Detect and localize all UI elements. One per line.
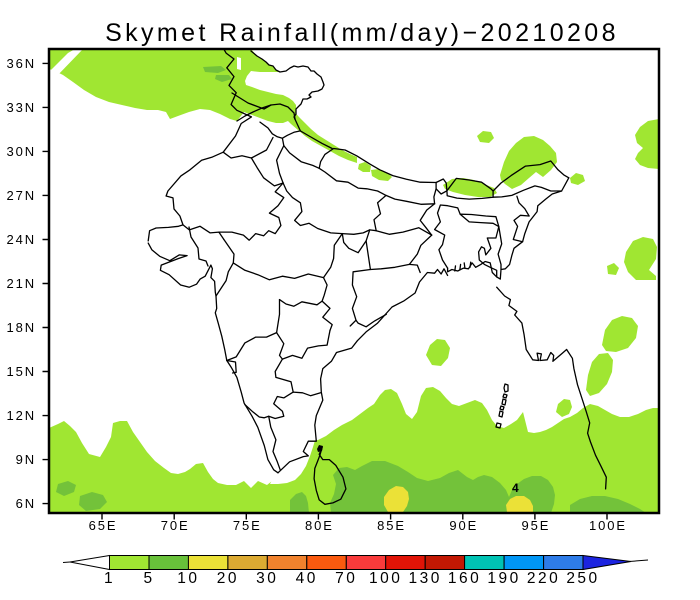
svg-text:30: 30 bbox=[256, 570, 278, 587]
svg-text:220: 220 bbox=[527, 570, 560, 587]
svg-text:65E: 65E bbox=[89, 518, 118, 533]
svg-text:27N: 27N bbox=[6, 188, 36, 203]
svg-text:190: 190 bbox=[487, 570, 520, 587]
svg-text:20: 20 bbox=[217, 570, 239, 587]
svg-text:100E: 100E bbox=[589, 518, 627, 533]
svg-text:4: 4 bbox=[512, 481, 519, 495]
svg-text:9N: 9N bbox=[16, 452, 36, 467]
svg-text:40: 40 bbox=[296, 570, 318, 587]
svg-text:15N: 15N bbox=[6, 364, 36, 379]
svg-text:21N: 21N bbox=[6, 276, 36, 291]
svg-text:95E: 95E bbox=[521, 518, 550, 533]
svg-text:80E: 80E bbox=[305, 518, 334, 533]
svg-text:75E: 75E bbox=[233, 518, 262, 533]
svg-text:70: 70 bbox=[335, 570, 357, 587]
svg-text:30N: 30N bbox=[6, 144, 36, 159]
svg-text:36N: 36N bbox=[6, 56, 36, 71]
svg-text:100: 100 bbox=[369, 570, 402, 587]
svg-text:90E: 90E bbox=[449, 518, 478, 533]
svg-text:70E: 70E bbox=[161, 518, 190, 533]
svg-text:12N: 12N bbox=[6, 408, 36, 423]
svg-text:10: 10 bbox=[177, 570, 199, 587]
svg-text:24N: 24N bbox=[6, 232, 36, 247]
svg-text:Skymet Rainfall(mm/day)−202102: Skymet Rainfall(mm/day)−20210208 bbox=[105, 19, 619, 47]
svg-text:33N: 33N bbox=[6, 100, 36, 115]
svg-text:250: 250 bbox=[566, 570, 599, 587]
svg-text:18N: 18N bbox=[6, 320, 36, 335]
svg-text:6N: 6N bbox=[16, 496, 36, 511]
svg-text:130: 130 bbox=[409, 570, 442, 587]
svg-text:85E: 85E bbox=[377, 518, 406, 533]
svg-text:160: 160 bbox=[448, 570, 481, 587]
svg-text:1: 1 bbox=[104, 570, 115, 587]
svg-text:5: 5 bbox=[143, 570, 154, 587]
